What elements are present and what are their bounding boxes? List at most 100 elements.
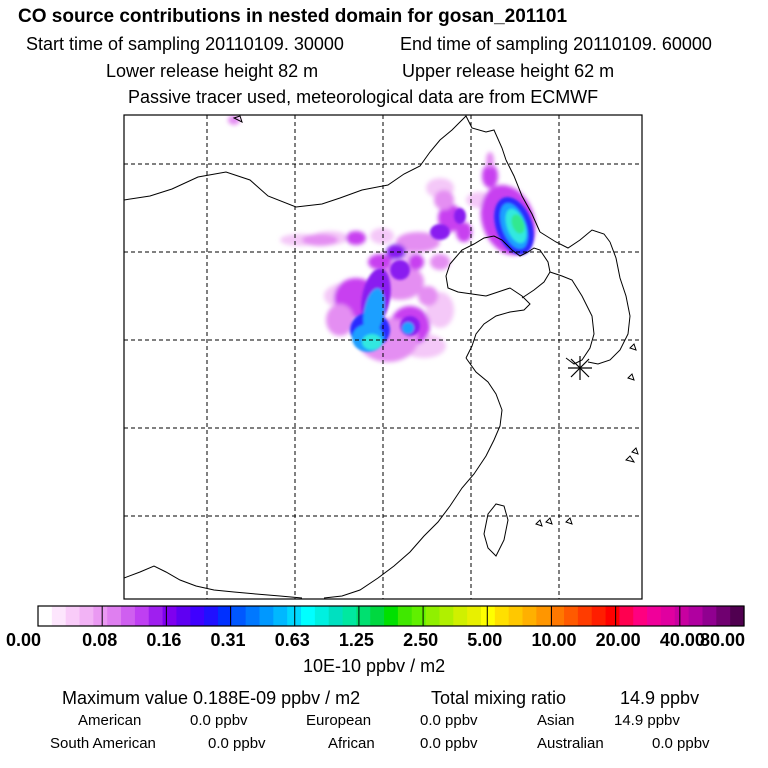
colorbar-swatch [301,606,316,626]
colorbar-swatch [148,606,164,626]
colorbar-swatch [259,606,274,626]
page-title: CO source contributions in nested domain… [18,6,568,27]
colorbar-swatch [134,606,150,626]
tracer-note: Passive tracer used, meteorological data… [128,87,599,107]
lat-lon-grid [124,115,642,599]
colorbar-swatch [716,606,731,626]
plume-cell [362,334,382,350]
colorbar-swatch [660,606,676,626]
colorbar-swatch [314,606,330,626]
start-time-label: Start time of sampling 20110109. 30000 [26,34,344,54]
plume-cell [456,222,472,242]
plume-cell [486,152,494,168]
plume-cell [386,244,406,260]
coastlines [124,115,639,599]
colorbar-tick-label: 0.16 [146,630,182,650]
colorbar-swatch [384,606,399,626]
colorbar-swatch [619,606,634,626]
region-name: Asian [537,712,575,729]
plume-cell [302,234,338,246]
colorbar-swatch [217,606,233,626]
region-value: 14.9 ppbv [614,712,680,729]
receptor-star-icon [568,356,592,380]
colorbar-border [37,605,745,627]
colorbar-swatch [107,606,122,626]
lower-height-label: Lower release height 82 m [106,61,319,81]
plume-cell [511,214,525,234]
colorbar-tick-label: 0.31 [210,630,246,650]
colorbar-swatch [328,606,344,626]
plume-cell [454,208,466,224]
colorbar-tick-label: 0.63 [274,630,310,650]
region-value: 0.0 ppbv [420,712,478,729]
colorbar-swatch [480,606,496,626]
colorbar-swatch [633,606,648,626]
upper-height-label: Upper release height 62 m [402,61,615,81]
end-time-label: End time of sampling 20110109. 60000 [400,34,712,54]
colorbar-swatch [425,606,441,626]
colorbar-swatch [453,606,468,626]
plume-cell [368,254,392,270]
colorbar-swatch [467,606,482,626]
colorbar-swatch [204,606,219,626]
plume-cell [434,190,454,210]
region-value: 0.0 ppbv [420,735,478,752]
plume-cell [363,288,385,336]
map-frame [123,114,643,600]
total-mixing-value: 14.9 ppbv [620,688,700,708]
colorbar-tick-label: 0.08 [82,630,118,650]
colorbar-swatch [190,606,205,626]
colorbar-swatch [674,606,690,626]
max-value-label: Maximum value 0.188E-09 ppbv / m2 [62,688,361,708]
colorbar-swatch [176,606,191,626]
colorbar-swatch [397,606,413,626]
plume-cell [430,254,450,270]
colorbar-swatch [688,606,704,626]
colorbar-tick-label: 0.00 [6,630,42,650]
colorbar-swatch [51,606,67,626]
plume-cell [326,304,354,336]
colorbar-swatch [605,606,621,626]
plume-cell [370,228,394,244]
colorbar-swatch [93,606,108,626]
region-name: Australian [537,735,604,752]
colorbar-swatch [370,606,385,626]
colorbar-swatch [536,606,551,626]
region-name: American [78,712,142,729]
colorbar-swatch [647,606,662,626]
colorbar-swatch [508,606,524,626]
colorbar-swatch [577,606,593,626]
colorbar-tick-label: 2.50 [403,630,439,650]
plume-cell [430,224,450,240]
colorbar-swatch [730,606,745,626]
colorbar-swatch [439,606,454,626]
colorbar-tick-label: 80.00 [700,630,746,650]
colorbar-swatch [550,606,565,626]
colorbar-tick-label: 1.25 [338,630,374,650]
colorbar-swatch [702,606,717,626]
colorbar-tick-label: 5.00 [467,630,503,650]
plume-cell [346,231,366,245]
colorbar-tick-label: 10.00 [531,630,577,650]
colorbar-swatch [245,606,261,626]
plume-cell [418,286,438,306]
region-value: 0.0 ppbv [208,735,266,752]
colorbar-swatch [273,606,288,626]
plume-cell [396,232,440,252]
colorbar-swatch [494,606,510,626]
region-value: 0.0 ppbv [652,735,710,752]
colorbar-tick-label: 40.00 [659,630,705,650]
region-name: African [328,735,375,752]
plume-cell [408,254,424,270]
colorbar-swatch [65,606,81,626]
region-name: European [306,712,372,729]
colorbar-swatch [356,606,371,626]
color-scale-bar [37,605,745,627]
colorbar-swatch [591,606,607,626]
region-value: 0.0 ppbv [190,712,248,729]
region-name: South American [50,735,156,752]
plume-cell [482,164,498,188]
colorbar-swatch [411,606,427,626]
colorbar-swatch [231,606,247,626]
